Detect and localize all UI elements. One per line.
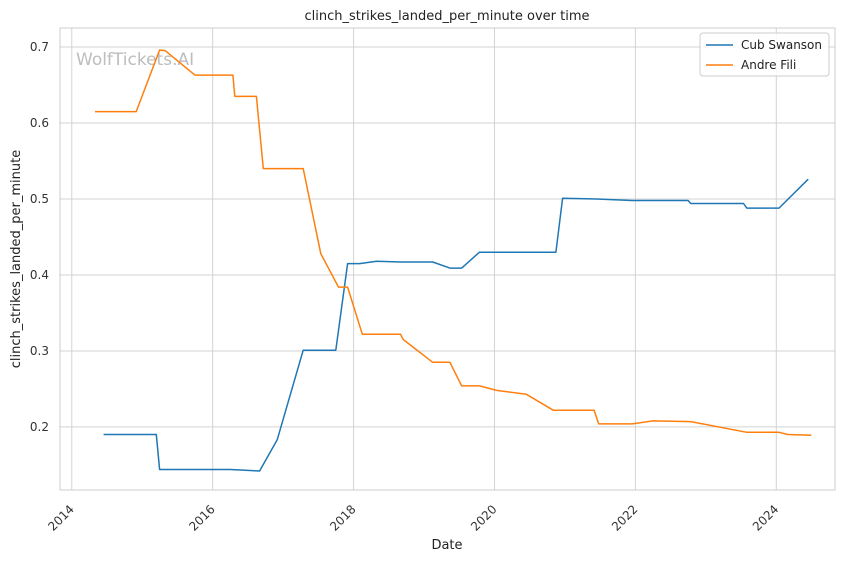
plot-frame [59, 27, 836, 491]
y-tick-label: 0.4 [30, 268, 49, 282]
ticks: 0.2 0.3 0.4 0.5 0.6 0.7 2014 2016 2018 2020 2022 20… [30, 40, 782, 534]
legend: Cub Swanson Andre Fili [699, 32, 830, 77]
y-tick-label: 0.2 [30, 420, 49, 434]
grid [60, 28, 835, 490]
series-layer [94, 49, 812, 472]
y-tick-label: 0.6 [30, 116, 49, 130]
x-tick-label: 2014 [45, 502, 76, 533]
legend-label-andre-fili: Andre Fili [741, 58, 796, 72]
x-tick-label: 2022 [609, 502, 640, 533]
x-axis-title: Date [431, 538, 462, 553]
x-tick-label: 2024 [750, 502, 781, 533]
legend-label-cub-swanson: Cub Swanson [741, 38, 822, 52]
x-tick-label: 2018 [327, 502, 358, 533]
y-tick-label: 0.3 [30, 344, 49, 358]
y-tick-label: 0.5 [30, 192, 49, 206]
series-line-cub-swanson [103, 178, 809, 472]
chart-title: clinch_strikes_landed_per_minute over ti… [304, 9, 589, 24]
y-tick-label: 0.7 [30, 40, 49, 54]
x-tick-label: 2020 [468, 502, 499, 533]
watermark: WolfTickets.AI [76, 50, 194, 70]
y-axis-title: clinch_strikes_landed_per_minute [9, 150, 24, 368]
series-line-andre-fili [94, 49, 812, 437]
x-tick-label: 2016 [186, 502, 217, 533]
